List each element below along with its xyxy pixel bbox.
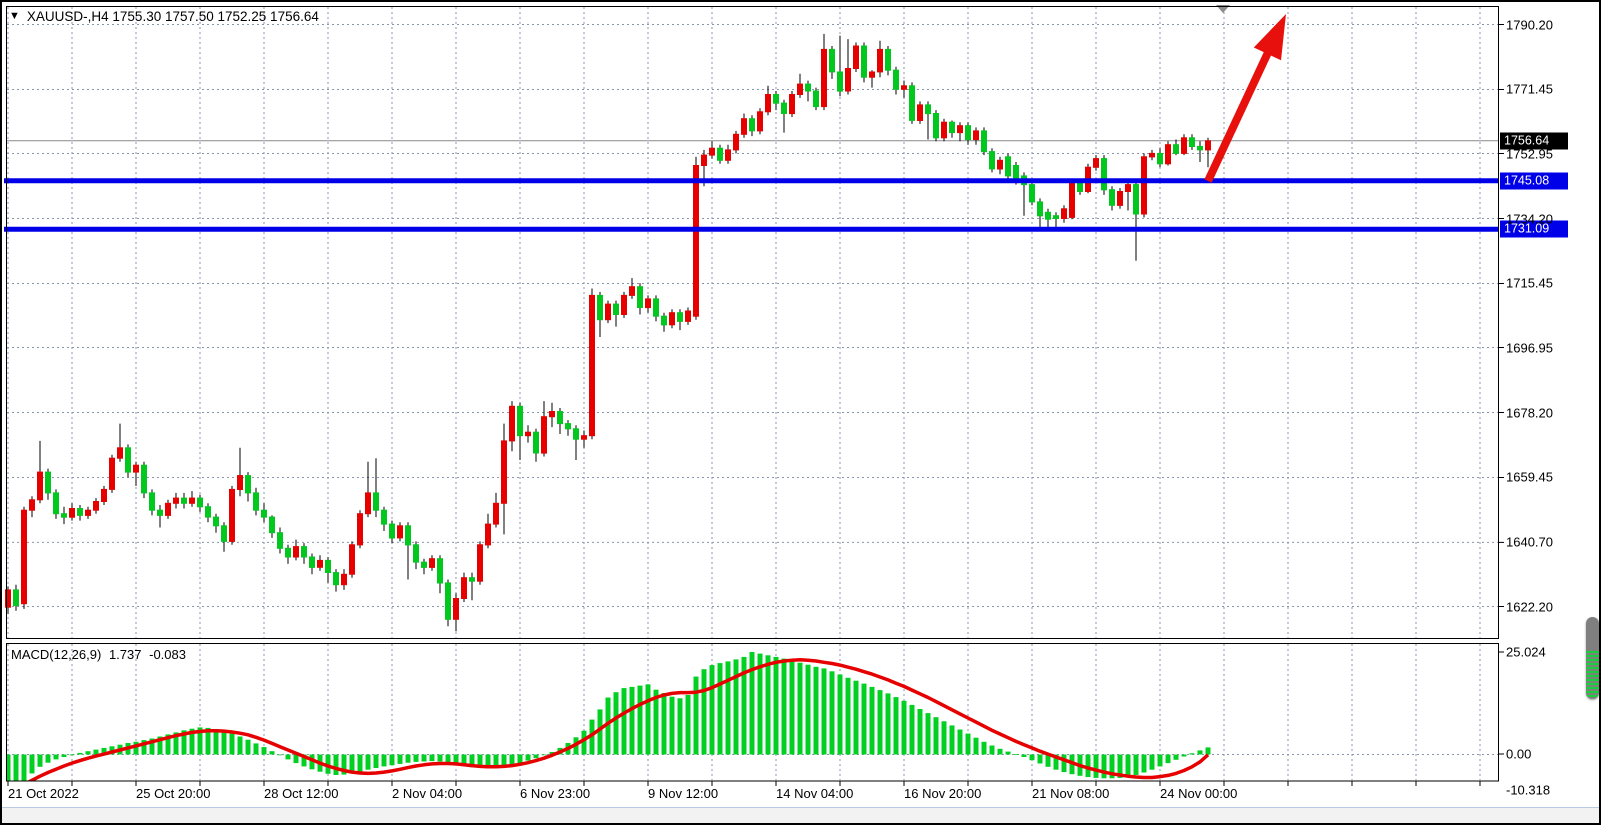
price-axis-label: 1622.20 xyxy=(1506,599,1553,614)
macd-axis-label: 25.024 xyxy=(1506,644,1546,660)
time-axis-label: 25 Oct 20:00 xyxy=(136,786,211,801)
price-axis-label: 1790.20 xyxy=(1506,17,1553,32)
symbol-dropdown-icon[interactable]: ▼ xyxy=(9,9,20,22)
price-axis-label: 1715.45 xyxy=(1506,275,1553,291)
macd-signal-line xyxy=(26,658,1210,781)
grid-layer xyxy=(7,7,1498,780)
price-axis-label: 1659.45 xyxy=(1506,469,1553,485)
time-axis-label: 9 Nov 12:00 xyxy=(648,786,719,801)
time-axis-label: 16 Nov 20:00 xyxy=(904,786,982,801)
price-axis-label: 1752.95 xyxy=(1506,146,1553,162)
price-axis-label: 1678.20 xyxy=(1506,405,1553,420)
candles-layer xyxy=(5,33,1211,632)
macd-indicator-label: MACD(12,26,9) xyxy=(11,647,102,662)
time-axis-label: 21 Oct 2022 xyxy=(8,786,79,801)
chart-title-ohlc: XAUUSD-,H4 1755.30 1757.50 1752.25 1756.… xyxy=(26,8,319,24)
time-axis-label: 28 Oct 12:00 xyxy=(264,786,339,801)
price-axis-label: 1734.20 xyxy=(1506,211,1553,226)
bottom-status-strip xyxy=(2,807,1599,823)
resistance-level-badge: 1745.08 xyxy=(1500,172,1568,190)
trend-arrow[interactable] xyxy=(1204,14,1286,183)
support-level-badge: 1731.09 xyxy=(1500,220,1568,238)
scrollbar-stripes xyxy=(1586,651,1599,699)
time-axis-label: 14 Nov 04:00 xyxy=(776,786,854,801)
macd-axis-label: -10.318 xyxy=(1506,782,1551,798)
price-axis-label: 1771.45 xyxy=(1506,81,1553,97)
current-price-badge: 1756.64 xyxy=(1500,132,1568,150)
time-axis-label: 21 Nov 08:00 xyxy=(1032,786,1110,801)
time-axis-label: 24 Nov 00:00 xyxy=(1160,786,1238,801)
chart-header: ▼ XAUUSD-,H4 1755.30 1757.50 1752.25 175… xyxy=(9,7,319,25)
time-axis-label: 6 Nov 23:00 xyxy=(520,786,591,801)
macd-caption: MACD(12,26,9) 1.737 -0.083 xyxy=(11,647,190,662)
price-axis-label: 1640.70 xyxy=(1506,534,1553,550)
vertical-scrollbar-thumb[interactable] xyxy=(1586,617,1599,699)
plot-borders xyxy=(6,6,1504,786)
macd-main-value: 1.737 xyxy=(108,647,142,662)
time-axis-label: 2 Nov 04:00 xyxy=(392,786,463,801)
price-axis-label: 1696.95 xyxy=(1506,340,1553,356)
macd-axis-label: 0.00 xyxy=(1506,746,1532,762)
macd-signal-value: -0.083 xyxy=(149,647,186,662)
macd-layer xyxy=(7,652,1211,781)
